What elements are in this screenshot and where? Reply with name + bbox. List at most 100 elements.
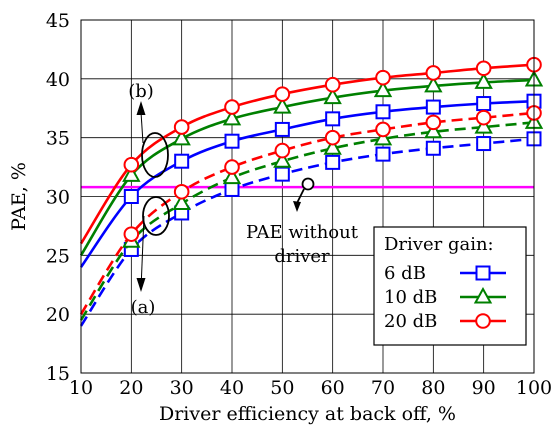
x-tick-label: 10 [69,377,93,399]
y-tick-label: 20 [46,304,70,326]
square-marker [224,133,240,149]
x-tick-label: 90 [472,377,496,399]
y-axis-title: PAE, % [8,162,30,231]
triangle-marker [122,165,141,182]
series-line [79,121,535,321]
legend-label: 6 dB [384,263,426,284]
plot-frame [80,19,535,374]
ref-pointer-leader [296,188,305,204]
triangle-marker [172,193,191,211]
x-tick-label: 50 [270,377,294,399]
tick-labels: 10 20 30 40 50 60 70 80 90 100 15 20 25 30 35 40 45 [46,10,552,399]
triangle-marker [373,128,393,146]
x-tick-label: 100 [516,377,552,399]
square-marker [325,111,341,127]
triangle-marker [323,87,342,105]
ref-pointer-circle [301,177,315,191]
x-tick-label: 30 [170,377,194,399]
triangle-marker [273,151,292,168]
triangle-marker [474,117,493,134]
triangle-marker [424,121,443,139]
series-line [79,78,535,256]
arrow-up-icon [136,101,146,115]
square-marker [123,189,139,204]
ellipse-b [141,132,169,178]
circle-marker [324,129,341,146]
x-tick-label: 80 [421,377,445,399]
circle-marker [324,76,341,93]
arrow-down-icon [136,278,146,292]
triangle-marker [424,75,443,93]
y-tick-label: 15 [46,363,70,385]
circle-marker [123,226,140,242]
triangle-marker [473,286,493,304]
square-marker [274,166,290,182]
circle-marker [475,60,492,77]
circle-marker [173,183,190,200]
circle-marker [224,99,240,115]
circle-marker [425,114,442,131]
legend-box [373,226,527,346]
series-20db-dashed [79,105,542,315]
circle-marker [475,109,492,126]
circle-marker [274,142,291,159]
leader-b [140,111,144,144]
legend-label: 10 dB [384,287,437,308]
series-group [79,56,544,327]
y-tick-label: 30 [46,187,70,209]
series-line [79,137,535,327]
legend-title: Driver gain: [384,234,494,255]
square-marker [375,104,391,120]
ref-label-line1: PAE without [246,222,359,243]
triangle-marker [273,97,292,114]
label-a: (a) [131,297,156,318]
y-tick-label: 45 [46,10,70,32]
label-b: (b) [128,81,154,102]
circle-marker [173,119,190,135]
square-marker [425,99,441,115]
series-line [79,111,535,315]
triangle-marker [172,128,191,146]
circle-marker [274,86,291,102]
arrow-down-icon [293,201,301,212]
ellipse-a [142,196,170,236]
square-marker [425,140,441,156]
series-10db-solid [79,69,544,256]
circle-marker [375,69,391,86]
annotations: (b) (a) PAE without driver [128,81,359,318]
circle-marker [224,159,240,175]
series-line [79,63,535,245]
x-tick-label: 40 [220,377,244,399]
series-6db-solid [79,93,542,268]
square-marker [375,146,391,162]
square-marker [476,96,492,112]
x-tick-label: 20 [119,377,143,399]
series-20db-solid [79,56,542,245]
square-marker [224,181,240,197]
square-marker [274,121,290,137]
circle-marker [375,121,391,138]
y-tick-label: 25 [46,245,70,267]
triangle-marker [222,108,242,126]
triangle-marker [323,138,342,155]
legend: Driver gain: 6 dB 10 dB 20 dB [373,226,527,346]
circle-marker [123,156,140,173]
ref-label-line2: driver [274,246,330,267]
square-marker [475,265,491,281]
leader-a [140,215,145,290]
x-axis-title: Driver efficiency at back off, % [159,403,456,425]
square-marker [476,136,492,152]
y-tick-label: 40 [46,69,70,91]
triangle-marker [373,80,393,98]
square-marker [174,153,190,169]
square-marker [325,154,341,170]
series-line [79,99,535,268]
x-tick-label: 70 [371,377,395,399]
triangle-marker [222,167,242,185]
x-tick-label: 60 [321,377,345,399]
triangle-marker [474,72,493,89]
y-tick-label: 35 [46,128,70,150]
legend-label: 20 dB [384,311,437,332]
circle-marker [475,313,491,329]
